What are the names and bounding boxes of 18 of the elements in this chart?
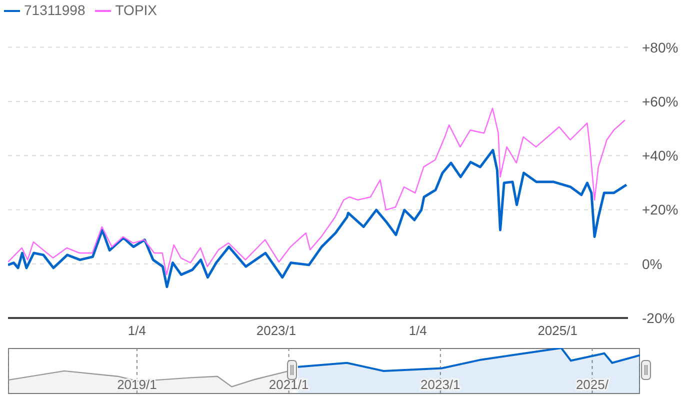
line-series: [8, 148, 628, 288]
y-tick-label: 0%: [642, 256, 662, 272]
line-series: [8, 108, 626, 276]
y-tick-label: +20%: [642, 202, 678, 218]
x-tick-label: 1/4: [128, 323, 146, 338]
x-tick-label: 1/4: [408, 323, 427, 338]
x-tick-label: 2021/1: [268, 377, 309, 392]
x-tick-label: 2025/1: [538, 323, 578, 338]
y-tick-label: +80%: [642, 39, 678, 56]
x-tick-label: 2025/: [576, 377, 609, 392]
legend-label: 71311998: [24, 2, 86, 18]
y-tick-label: -20%: [642, 310, 675, 326]
x-tick-label: 2023/1: [256, 323, 296, 338]
legend-label: TOPIX: [115, 2, 158, 18]
y-tick-label: +60%: [642, 93, 678, 110]
x-tick-label: 2023/1: [420, 377, 460, 392]
y-tick-label: +40%: [642, 148, 678, 164]
x-tick-label: 2019/1: [117, 377, 157, 392]
